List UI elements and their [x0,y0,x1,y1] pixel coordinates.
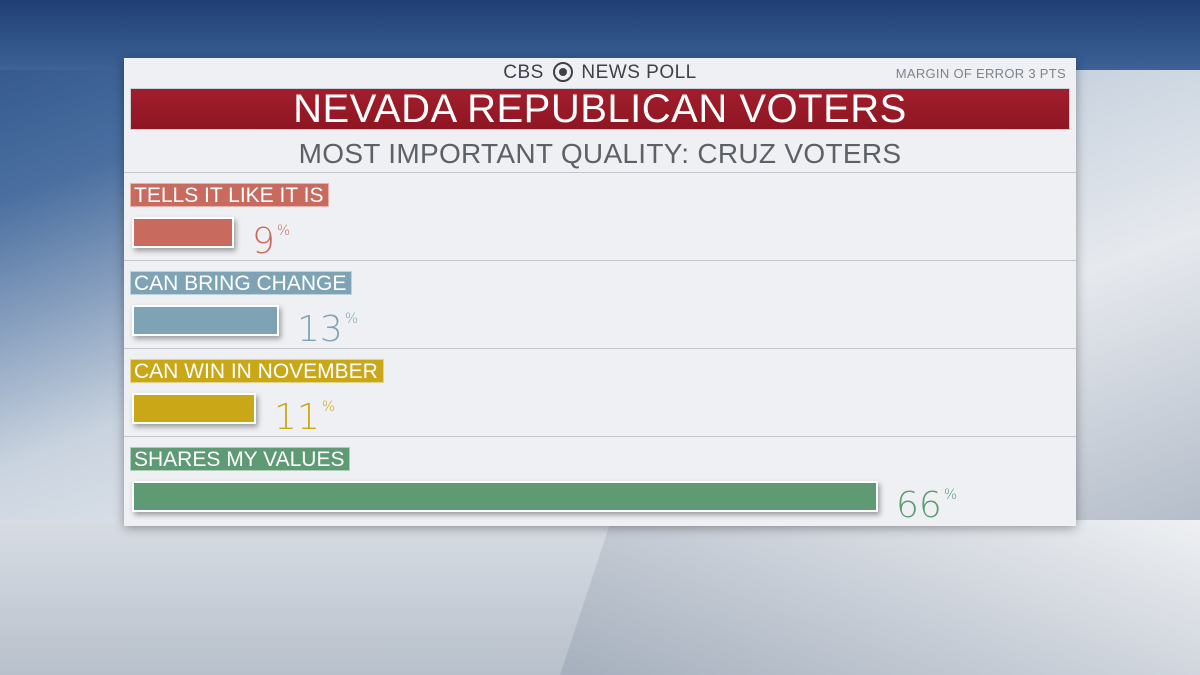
cbs-news-poll-logo: CBS NEWS POLL [124,62,1076,84]
value-label: 13% [297,309,359,350]
background-shape [560,520,1200,675]
bar [132,393,256,424]
logo-cbs-text: CBS [503,62,544,83]
value-label: 11% [274,397,336,438]
poll-panel: CBS NEWS POLL MARGIN OF ERROR 3 PTS NEVA… [124,58,1076,526]
bar [132,217,234,248]
chart-row: TELLS IT LIKE IT IS 9% [124,172,1076,260]
chart-subtitle: MOST IMPORTANT QUALITY: CRUZ VOTERS [298,138,902,169]
bar-rows: TELLS IT LIKE IT IS 9% CAN BRING CHANGE 13%… [124,172,1076,526]
category-label: CAN BRING CHANGE [130,271,353,295]
bar [132,481,878,512]
cbs-eye-icon [552,62,573,82]
category-label: SHARES MY VALUES [130,447,351,471]
margin-of-error: MARGIN OF ERROR 3 PTS [895,66,1066,81]
logo-poll-text: NEWS POLL [581,62,697,83]
poll-header: CBS NEWS POLL MARGIN OF ERROR 3 PTS [124,58,1076,88]
value-label: 66% [896,485,958,526]
category-label: CAN WIN IN NOVEMBER [130,359,384,383]
chart-row: CAN WIN IN NOVEMBER 11% [124,348,1076,436]
bar [132,305,279,336]
value-label: 9% [252,221,291,262]
chart-row: CAN BRING CHANGE 13% [124,260,1076,348]
chart-row: SHARES MY VALUES 66% [124,436,1076,526]
category-label: TELLS IT LIKE IT IS [130,183,330,207]
chart-title: NEVADA REPUBLICAN VOTERS [130,88,1070,130]
